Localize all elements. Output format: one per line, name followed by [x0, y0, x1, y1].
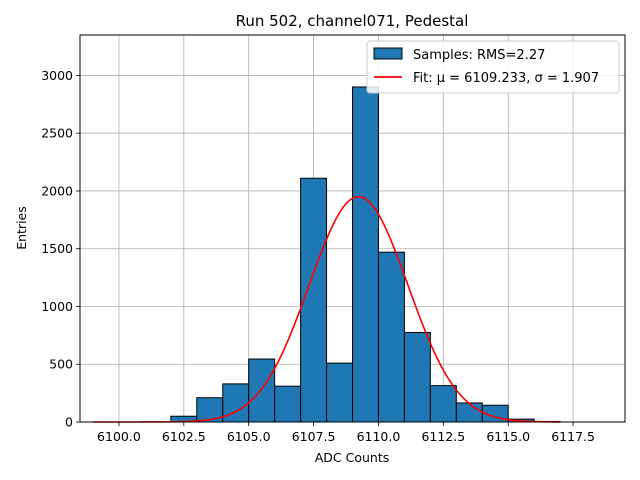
x-axis-label: ADC Counts — [315, 450, 390, 465]
y-tick-label: 2000 — [41, 183, 73, 198]
plot-frame — [79, 34, 626, 423]
histogram-bar — [403, 331, 431, 423]
legend-histogram-swatch — [373, 47, 403, 60]
y-tick-label: 2500 — [41, 126, 73, 141]
legend: Samples: RMS=2.27 Fit: μ = 6109.233, σ =… — [366, 40, 620, 94]
x-tick-label: 6117.5 — [551, 429, 595, 444]
x-tick-label: 6107.5 — [292, 429, 336, 444]
histogram-bar — [429, 385, 457, 423]
y-axis-ticks: 0 500 1000 1500 2000 2500 3000 — [41, 68, 80, 430]
legend-fit-label: Fit: μ = 6109.233, σ = 1.907 — [413, 71, 599, 86]
y-tick-label: 1000 — [41, 299, 73, 314]
legend-box — [366, 40, 620, 94]
x-tick-label: 6102.5 — [162, 429, 206, 444]
y-axis-label: Entries — [14, 206, 29, 250]
x-tick-label: 6115.0 — [486, 429, 530, 444]
y-tick-label: 3000 — [41, 68, 73, 83]
y-tick-label: 1500 — [41, 241, 73, 256]
x-tick-label: 6112.5 — [421, 429, 465, 444]
x-tick-label: 6110.0 — [357, 429, 401, 444]
histogram-bar — [300, 177, 328, 423]
legend-histogram-label: Samples: RMS=2.27 — [413, 48, 545, 63]
y-tick-label: 0 — [65, 415, 73, 430]
x-axis-ticks: 6100.0 6102.5 6105.0 6107.5 6110.0 6112.5 6115… — [97, 422, 595, 444]
histogram-bar — [352, 86, 379, 423]
x-tick-label: 6100.0 — [97, 429, 141, 444]
histogram-bar — [455, 402, 483, 423]
histogram-bar — [326, 362, 353, 423]
y-tick-label: 500 — [49, 357, 73, 372]
histogram-bars — [170, 86, 561, 423]
histogram-bar — [274, 385, 302, 423]
x-tick-label: 6105.0 — [227, 429, 271, 444]
histogram-bar — [377, 251, 405, 423]
histogram-bar — [248, 358, 276, 423]
chart-title: Run 502, channel071, Pedestal — [236, 12, 469, 30]
